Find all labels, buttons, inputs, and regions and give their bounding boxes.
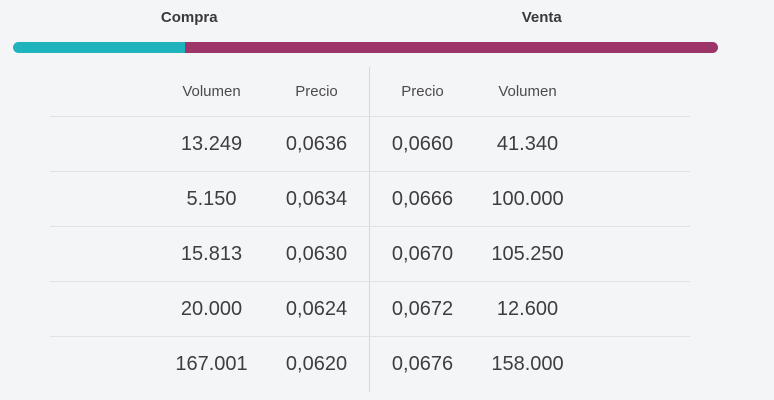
depth-bar-sell-segment (185, 42, 718, 53)
buy-price-value: 0,0620 (285, 353, 348, 375)
sell-volume-value: 105.250 (491, 242, 564, 265)
table-row: 167.001 0,0620 0,0676 158.000 (50, 337, 690, 392)
buy-side-cells: 15.813 0,0630 (50, 227, 370, 281)
sell-volume-header: Volumen (498, 83, 557, 100)
sell-side-cells: 0,0676 158.000 (370, 337, 690, 392)
sell-volume-value: 12.600 (496, 297, 559, 320)
depth-bar-buy-segment (13, 42, 186, 53)
buy-volume-value: 15.813 (180, 242, 243, 265)
buy-side-header: Volumen Precio (50, 67, 370, 116)
sell-side-cells: 0,0666 100.000 (370, 172, 690, 226)
buy-volume-value: 13.249 (180, 132, 243, 155)
buy-volume-header: Volumen (182, 83, 241, 100)
sell-volume-value: 41.340 (496, 132, 559, 155)
buy-price-value: 0,0634 (285, 187, 348, 210)
sell-price-value: 0,0660 (391, 132, 454, 155)
sell-side-cells: 0,0660 41.340 (370, 117, 690, 171)
sell-side-cells: 0,0672 12.600 (370, 282, 690, 336)
buy-side-cells: 20.000 0,0624 (50, 282, 370, 336)
sell-price-value: 0,0672 (391, 297, 454, 320)
sell-price-value: 0,0670 (391, 242, 454, 265)
sell-volume-value: 158.000 (491, 353, 564, 375)
order-book-header-row: Volumen Precio Precio Volumen (50, 67, 690, 117)
sell-side-header: Precio Volumen (370, 67, 690, 116)
buy-price-value: 0,0636 (285, 132, 348, 155)
sell-price-header: Precio (401, 83, 444, 100)
sell-price-value: 0,0676 (391, 353, 454, 375)
depth-section-labels: Compra Venta (13, 10, 718, 26)
buy-side-cells: 13.249 0,0636 (50, 117, 370, 171)
buy-price-header: Precio (295, 83, 338, 100)
sell-price-value: 0,0666 (391, 187, 454, 210)
buy-price-value: 0,0630 (285, 242, 348, 265)
buy-volume-value: 20.000 (180, 297, 243, 320)
sell-side-cells: 0,0670 105.250 (370, 227, 690, 281)
sell-volume-value: 100.000 (491, 187, 564, 210)
table-row: 5.150 0,0634 0,0666 100.000 (50, 172, 690, 227)
table-row: 20.000 0,0624 0,0672 12.600 (50, 282, 690, 337)
buy-volume-value: 167.001 (175, 353, 248, 375)
buy-price-value: 0,0624 (285, 297, 348, 320)
table-row: 13.249 0,0636 0,0660 41.340 (50, 117, 690, 172)
sell-section-label: Venta (521, 9, 562, 26)
table-row: 15.813 0,0630 0,0670 105.250 (50, 227, 690, 282)
buy-section-label: Compra (160, 9, 218, 26)
buy-sell-depth-bar (13, 42, 718, 53)
buy-volume-value: 5.150 (186, 187, 237, 210)
buy-side-cells: 5.150 0,0634 (50, 172, 370, 226)
buy-side-cells: 167.001 0,0620 (50, 337, 370, 392)
order-book-table: Volumen Precio Precio Volumen 13.249 0,0… (50, 67, 690, 392)
